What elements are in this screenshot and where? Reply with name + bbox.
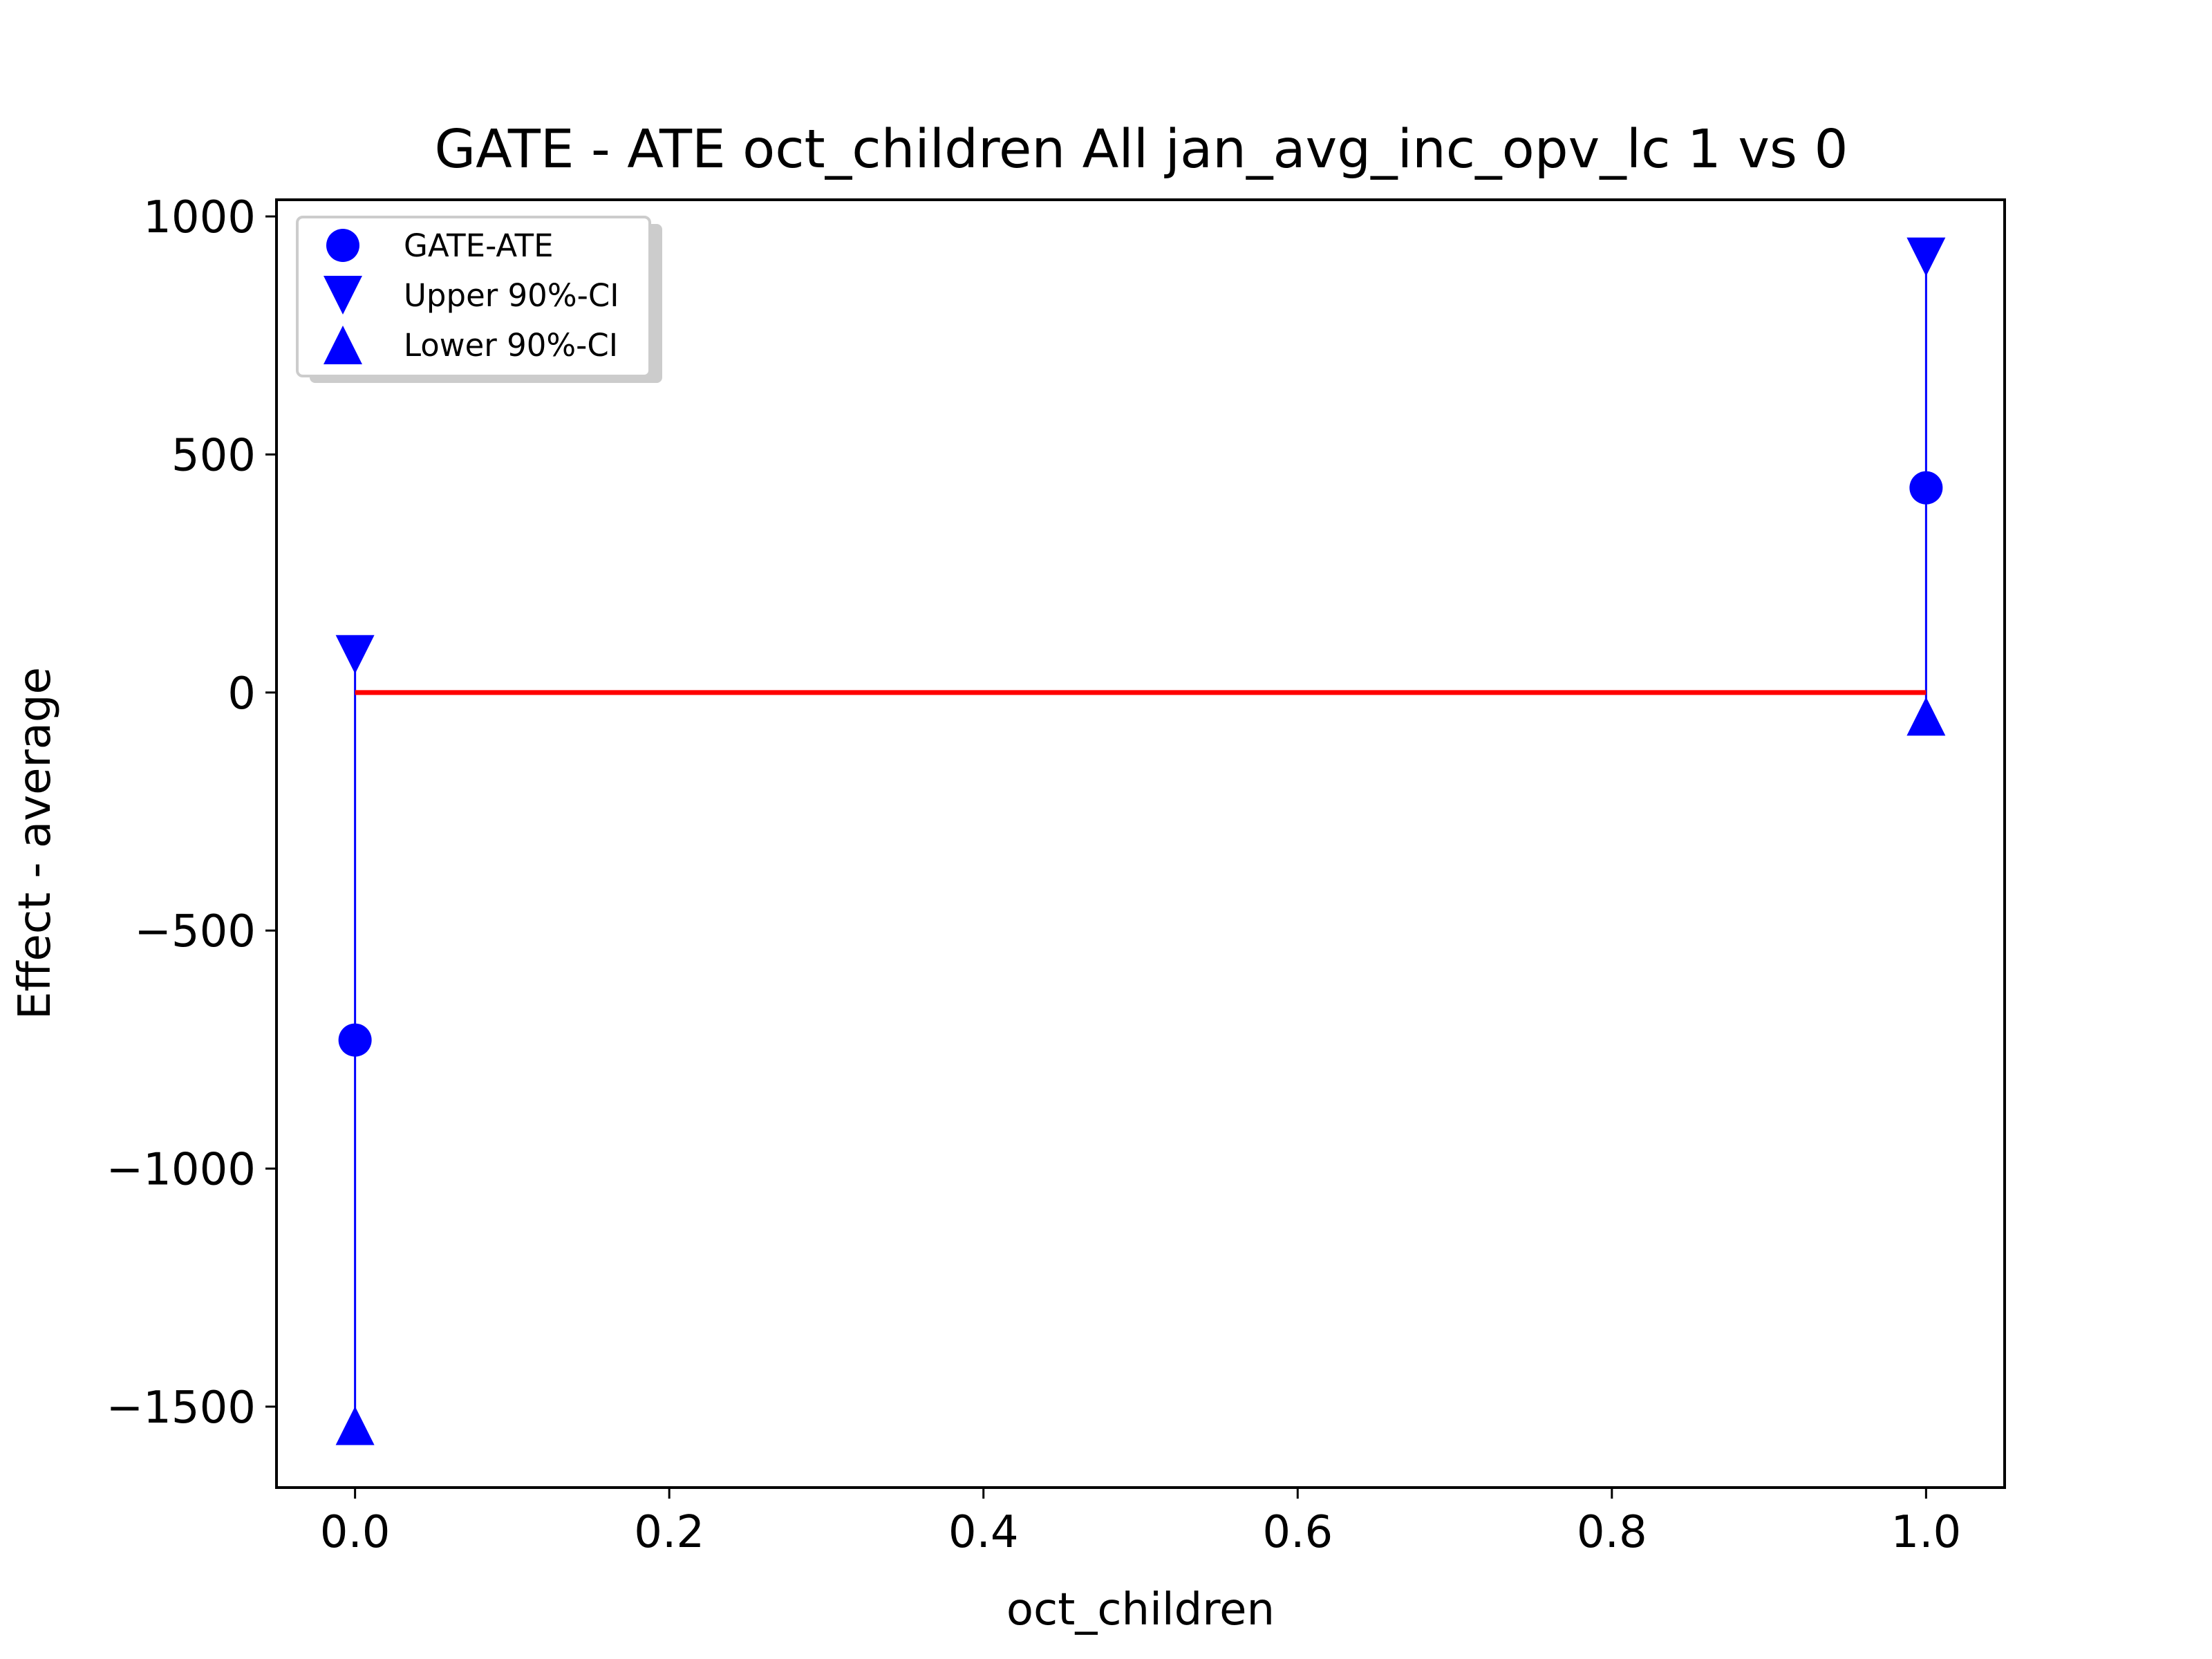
x-tick-label: 0.0 <box>320 1507 391 1558</box>
point-upper-90-ci <box>1906 237 1946 276</box>
point-lower-90-ci <box>1906 697 1946 736</box>
y-tick-label: 1000 <box>143 192 256 243</box>
x-tick-label: 0.2 <box>634 1507 704 1558</box>
y-axis: 1000 500 0 −500 −1000 −1500 <box>106 192 276 1434</box>
y-axis-label: Effect - average <box>10 667 61 1020</box>
chart-title: GATE - ATE oct_children All jan_avg_inc_… <box>434 119 1848 180</box>
point-gate-ate <box>338 1023 372 1057</box>
x-tick-label: 1.0 <box>1891 1507 1961 1558</box>
x-tick-label: 0.8 <box>1577 1507 1647 1558</box>
x-tick-label: 0.6 <box>1262 1507 1333 1558</box>
legend-label-gate-ate: GATE-ATE <box>404 227 554 264</box>
plot-area <box>335 237 1946 1445</box>
y-tick-label: 0 <box>227 668 256 720</box>
legend-box <box>296 216 651 377</box>
legend-marker-upper-90-ci <box>324 276 362 315</box>
y-tick-label: −1500 <box>106 1382 256 1434</box>
legend-label-upper-90-ci: Upper 90%-CI <box>404 277 619 314</box>
point-gate-ate <box>1909 471 1943 505</box>
legend-marker-gate-ate <box>326 229 359 262</box>
x-axis: 0.0 0.2 0.4 0.6 0.8 1.0 <box>320 1488 1961 1558</box>
y-tick-label: −1000 <box>106 1145 256 1196</box>
legend-label-lower-90-ci: Lower 90%-CI <box>404 327 618 364</box>
legend-marker-lower-90-ci <box>324 326 362 364</box>
point-lower-90-ci <box>335 1406 375 1445</box>
x-tick-label: 0.4 <box>948 1507 1019 1558</box>
axes-frame <box>275 198 2006 1489</box>
y-tick-label: 500 <box>171 430 256 481</box>
legend: GATE-ATE Upper 90%-CI Lower 90%-CI <box>296 216 662 383</box>
point-upper-90-ci <box>335 635 375 674</box>
y-tick-label: −500 <box>134 906 256 957</box>
x-axis-label: oct_children <box>1006 1584 1275 1635</box>
